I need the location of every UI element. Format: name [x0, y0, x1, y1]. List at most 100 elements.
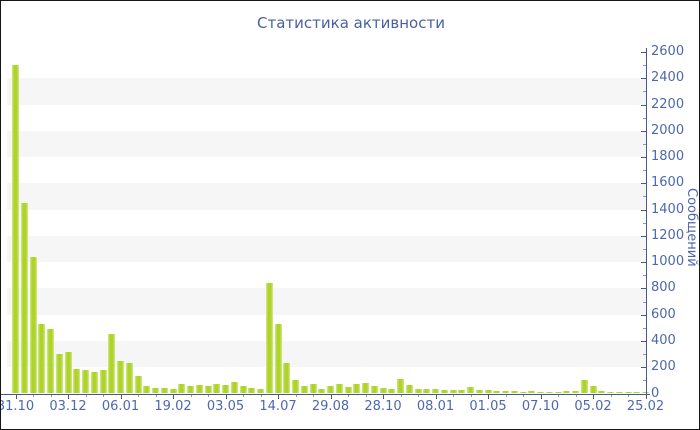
- y-minor-tick: [643, 249, 646, 251]
- x-minor-tick: [453, 394, 454, 397]
- bar: [642, 391, 649, 394]
- bar: [213, 383, 221, 394]
- bar: [318, 388, 326, 394]
- y-major-tick: [641, 340, 646, 342]
- bar: [178, 383, 186, 394]
- y-tick-label: 1800: [651, 149, 685, 165]
- y-major-tick: [641, 314, 646, 316]
- bar: [353, 383, 361, 394]
- y-tick-label: 1200: [651, 227, 685, 243]
- grid-band: [7, 340, 646, 368]
- bar: [537, 391, 544, 394]
- y-minor-tick: [643, 301, 646, 303]
- bar: [73, 368, 81, 394]
- x-minor-tick: [85, 394, 87, 397]
- x-major-tick: [15, 394, 17, 399]
- bar: [414, 388, 422, 394]
- bar: [362, 382, 369, 394]
- bar: [257, 388, 264, 394]
- bar: [125, 363, 133, 394]
- x-tick-label: 05.02: [574, 398, 612, 414]
- x-axis-line: [1, 393, 650, 395]
- bar: [563, 391, 571, 394]
- x-minor-tick: [505, 394, 507, 397]
- y-major-tick: [641, 393, 646, 395]
- bar: [467, 387, 474, 394]
- x-minor-tick: [400, 394, 402, 397]
- y-minor-tick: [643, 222, 646, 224]
- x-minor-tick: [33, 394, 34, 397]
- bar: [519, 391, 527, 394]
- bar: [82, 369, 89, 394]
- bar: [493, 390, 501, 394]
- grid-band: [7, 183, 646, 210]
- x-major-tick: [225, 394, 227, 399]
- x-minor-tick: [208, 394, 209, 397]
- bar: [379, 387, 387, 394]
- x-minor-tick: [348, 394, 349, 397]
- x-tick-label: 14.07: [259, 398, 297, 414]
- bar: [624, 391, 632, 394]
- bar: [152, 388, 159, 394]
- y-tick-label: 1000: [651, 254, 685, 270]
- bar: [502, 391, 509, 394]
- bar: [222, 384, 229, 394]
- bar: [204, 385, 212, 394]
- bar: [47, 329, 54, 394]
- x-minor-tick: [610, 394, 612, 397]
- y-minor-tick: [643, 65, 646, 67]
- bar: [274, 323, 282, 394]
- y-minor-tick: [643, 327, 646, 329]
- y-tick-label: 0: [651, 385, 660, 401]
- x-tick-label: 01.05: [469, 398, 507, 414]
- y-major-tick: [641, 235, 646, 237]
- chart-title: Статистика активности: [257, 14, 445, 32]
- x-minor-tick: [260, 394, 262, 397]
- y-axis-line: [646, 48, 647, 395]
- bar: [370, 386, 378, 394]
- bar: [388, 388, 396, 394]
- y-major-tick: [641, 183, 646, 185]
- x-minor-tick: [628, 394, 629, 397]
- bar: [239, 386, 247, 394]
- y-minor-tick: [643, 143, 646, 145]
- bar: [607, 391, 614, 394]
- bar: [484, 390, 492, 394]
- y-tick-label: 1600: [651, 175, 685, 191]
- bar: [598, 390, 606, 394]
- x-tick-label: 03.12: [49, 398, 87, 414]
- grid-band: [7, 288, 646, 315]
- x-minor-tick: [575, 394, 577, 397]
- y-tick-label: 2000: [651, 122, 685, 138]
- bar: [405, 384, 413, 394]
- x-minor-tick: [190, 394, 192, 397]
- y-tick-label: 200: [651, 359, 676, 375]
- bar: [20, 203, 28, 394]
- bar: [38, 323, 46, 394]
- bar: [397, 379, 404, 394]
- x-tick-label: 25.02: [626, 398, 665, 414]
- bar: [55, 354, 63, 394]
- bar: [554, 391, 562, 394]
- bar: [589, 385, 597, 394]
- x-minor-tick: [470, 394, 472, 397]
- x-tick-label: 31.10: [0, 398, 35, 414]
- x-tick-label: 19.02: [154, 398, 192, 414]
- bar: [90, 371, 98, 394]
- bar: [344, 386, 352, 394]
- x-minor-tick: [243, 394, 244, 397]
- y-minor-tick: [643, 91, 646, 93]
- bar: [510, 390, 518, 394]
- x-major-tick: [488, 394, 489, 399]
- y-axis-title: Сообщений: [684, 188, 699, 267]
- bar: [108, 334, 116, 394]
- x-major-tick: [435, 394, 437, 399]
- x-major-tick: [645, 394, 647, 399]
- bar: [335, 383, 343, 394]
- y-tick-label: 2200: [651, 96, 685, 112]
- bar: [195, 384, 203, 394]
- y-minor-tick: [643, 170, 646, 172]
- bar: [528, 391, 536, 394]
- x-minor-tick: [418, 394, 419, 397]
